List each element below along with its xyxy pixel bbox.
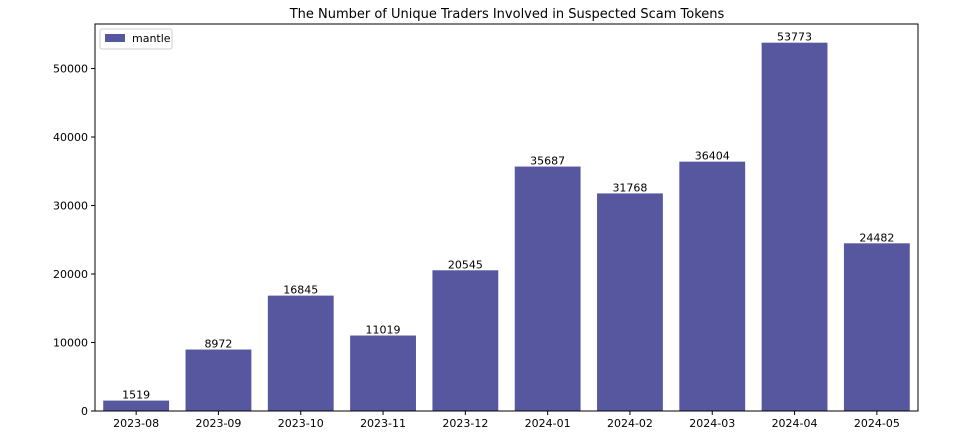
y-tick-label-30000: 30000 — [53, 200, 88, 213]
bar-2023-11 — [350, 335, 416, 411]
x-tick-label-2024-04: 2024-04 — [772, 417, 818, 430]
data-label-2024-02: 31768 — [612, 181, 647, 194]
data-label-2024-03: 36404 — [695, 150, 730, 163]
data-label-2023-08: 1519 — [122, 389, 150, 402]
x-tick-label-2024-05: 2024-05 — [854, 417, 900, 430]
data-label-2023-11: 11019 — [366, 324, 401, 337]
bar-2024-02 — [597, 193, 663, 411]
legend-swatch — [105, 34, 125, 42]
data-label-2023-09: 8972 — [204, 338, 232, 351]
data-labels-layer: 1519 8972 16845 11019 20545 35687 31768 36404 53… — [122, 31, 894, 402]
bar-2024-04 — [761, 42, 828, 411]
bar-2023-08 — [103, 400, 170, 411]
bars-layer — [103, 42, 910, 411]
y-tick-label-50000: 50000 — [53, 63, 88, 76]
y-axis: 0 10000 20000 30000 40000 50000 — [53, 63, 95, 418]
bar-2023-12 — [432, 270, 499, 411]
x-tick-label-2024-03: 2024-03 — [689, 417, 735, 430]
bar-2023-10 — [267, 295, 334, 411]
x-axis: 2023-08 2023-09 2023-10 2023-11 2023-12 2024-… — [113, 411, 900, 430]
y-tick-label-10000: 10000 — [53, 337, 88, 350]
y-tick-label-40000: 40000 — [53, 131, 88, 144]
bar-2024-03 — [679, 161, 746, 411]
x-tick-label-2023-12: 2023-12 — [442, 417, 488, 430]
data-label-2023-12: 20545 — [448, 258, 483, 271]
data-label-2023-10: 16845 — [283, 284, 318, 297]
bar-2024-01 — [514, 166, 581, 411]
data-label-2024-01: 35687 — [530, 155, 565, 168]
data-label-2024-05: 24482 — [859, 231, 894, 244]
x-tick-label-2024-01: 2024-01 — [525, 417, 571, 430]
y-tick-label-20000: 20000 — [53, 268, 88, 281]
bar-2024-05 — [843, 243, 910, 411]
data-label-2024-04: 53773 — [777, 31, 812, 44]
y-tick-label-0: 0 — [81, 405, 88, 418]
bar-2023-09 — [185, 349, 252, 411]
x-tick-label-2023-11: 2023-11 — [360, 417, 406, 430]
plot-frame — [94, 23, 919, 412]
legend: mantle — [99, 28, 173, 50]
x-tick-label-2023-08: 2023-08 — [113, 417, 159, 430]
x-tick-label-2024-02: 2024-02 — [607, 417, 653, 430]
x-tick-label-2023-10: 2023-10 — [278, 417, 324, 430]
legend-label: mantle — [132, 32, 171, 45]
chart-title: The Number of Unique Traders Involved in… — [289, 7, 725, 22]
x-tick-label-2023-09: 2023-09 — [195, 417, 241, 430]
